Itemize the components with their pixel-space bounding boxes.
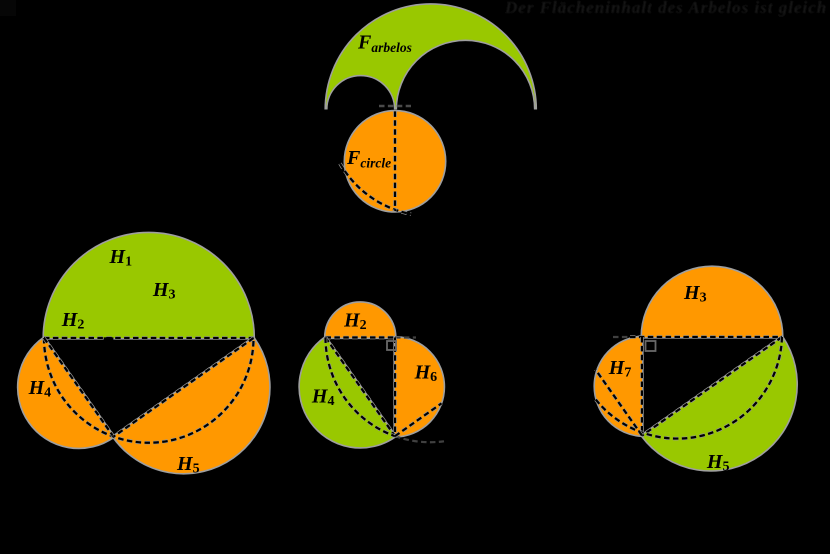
svg-text:Der Flächeninhalt des Arbelos: Der Flächeninhalt des Arbelos ist gleich… (504, 0, 830, 17)
